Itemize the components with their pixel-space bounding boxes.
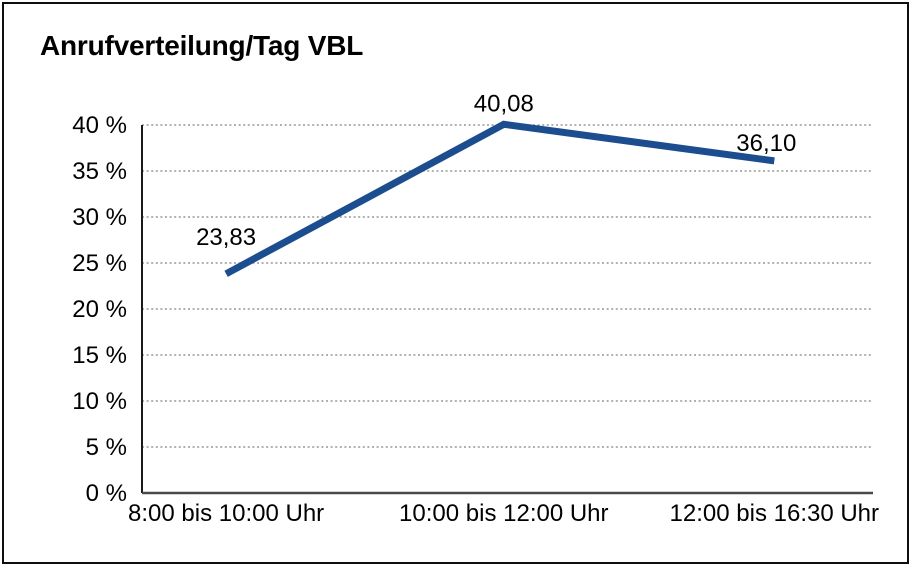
- y-tick-label-0: 0 %: [86, 480, 127, 507]
- data-series-line: [224, 120, 775, 277]
- data-point-label-0: 23,83: [196, 224, 256, 251]
- chart-title: Anrufverteilung/Tag VBL: [40, 30, 364, 61]
- data-point-label-2: 36,10: [736, 130, 796, 157]
- x-category-label-2: 12:00 bis 16:30 Uhr: [670, 500, 879, 527]
- y-tick-label-20: 20 %: [72, 296, 127, 323]
- y-tick-label-30: 30 %: [72, 204, 127, 231]
- y-tick-label-5: 5 %: [86, 434, 127, 461]
- y-tick-label-35: 35 %: [72, 158, 127, 185]
- chart-frame: [2, 2, 909, 564]
- y-tick-label-25: 25 %: [72, 250, 127, 277]
- y-tick-label-15: 15 %: [72, 342, 127, 369]
- y-tick-label-10: 10 %: [72, 388, 127, 415]
- x-category-label-1: 10:00 bis 12:00 Uhr: [399, 500, 608, 527]
- x-category-label-0: 8:00 bis 10:00 Uhr: [128, 500, 324, 527]
- y-tick-label-40: 40 %: [72, 112, 127, 139]
- data-point-label-1: 40,08: [474, 90, 534, 117]
